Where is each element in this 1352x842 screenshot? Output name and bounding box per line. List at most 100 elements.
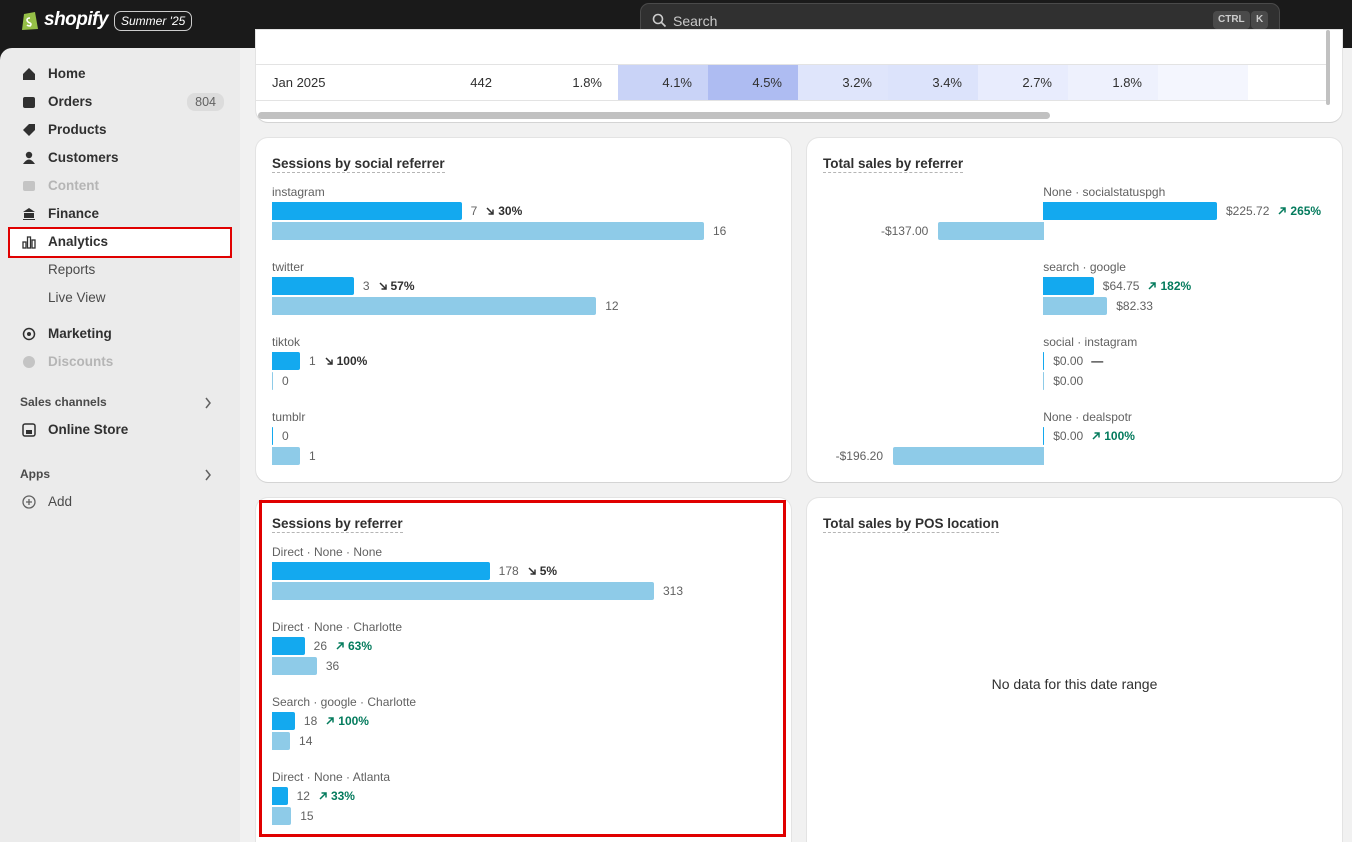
value-label: 12 (605, 299, 619, 313)
change: 100% (325, 712, 369, 730)
nav-analytics[interactable]: Analytics (8, 228, 232, 256)
bar-current (272, 562, 490, 580)
section-sales-channels[interactable]: Sales channels (8, 388, 232, 416)
trend-arrow (326, 717, 335, 725)
value-label: 3 (362, 279, 370, 293)
nav-products[interactable]: Products (8, 116, 232, 144)
change: 30% (485, 202, 522, 220)
value-label: 12 (296, 789, 310, 803)
value-group: 1 (309, 447, 316, 465)
row-label: tumblr (272, 410, 306, 424)
bar-previous (272, 222, 704, 240)
table-cell: 442 (470, 75, 492, 90)
value-label: $82.33 (1116, 299, 1153, 313)
nav-label: Marketing (48, 326, 112, 341)
edition-badge[interactable]: Summer '25 (114, 11, 193, 31)
scrollbar[interactable] (1326, 30, 1330, 105)
icon (23, 208, 35, 220)
trend-arrow (1278, 207, 1287, 215)
change-label: 265% (1290, 204, 1322, 218)
logo-icon[interactable] (20, 9, 40, 31)
chevron (205, 469, 211, 481)
row-label: twitter (272, 260, 305, 274)
nav-customers[interactable]: Customers (8, 144, 232, 172)
nav-home[interactable]: Home (8, 60, 232, 88)
row-label: search · google (1043, 260, 1126, 274)
row-label: social · instagram (1043, 335, 1138, 349)
trend-arrow (528, 567, 536, 575)
change-label: 57% (390, 279, 415, 293)
nav-label: Home (48, 66, 86, 81)
chart-card: Total sales by POS location No data for t… (807, 498, 1342, 842)
nav-finance[interactable]: Finance (8, 200, 232, 228)
nav-marketing[interactable]: Marketing (8, 320, 232, 348)
row-label: tiktok (272, 335, 301, 349)
arrow-path (336, 642, 344, 650)
change: 100% (324, 352, 368, 370)
nav-label: Reports (48, 262, 96, 277)
bar-current (1043, 277, 1094, 295)
icon (22, 236, 36, 249)
nav-label: Analytics (48, 234, 109, 249)
card-title[interactable]: Sessions by social referrer (272, 156, 445, 173)
row-label: instagram (272, 185, 325, 199)
nav-content[interactable]: Content (8, 172, 232, 200)
table-cell: Jan 2025 (272, 75, 326, 90)
value-label: 0 (282, 374, 289, 388)
section-label: Apps (20, 467, 50, 481)
table-cell: 1.8% (572, 75, 602, 90)
trend-arrow (486, 207, 494, 215)
bar-previous (272, 372, 273, 390)
nav-add[interactable]: Add (8, 488, 232, 516)
trend-arrow (336, 642, 344, 650)
value-group: 36 (326, 657, 339, 675)
nav-discounts[interactable]: Discounts (8, 348, 232, 376)
scrollbar[interactable] (258, 112, 1050, 119)
bar-current (1043, 427, 1045, 445)
nav-reports[interactable]: Reports (8, 256, 232, 284)
shortcut-key: CTRL (1213, 11, 1250, 29)
arrow-path (1092, 432, 1100, 440)
arrow-path (1278, 207, 1287, 215)
nav-label: Online Store (48, 422, 129, 437)
change-label: 63% (348, 639, 373, 653)
change: 100% (1091, 427, 1135, 445)
icon (22, 495, 36, 509)
trend-arrow (378, 282, 387, 290)
row-label: None · socialstatuspgh (1043, 185, 1166, 199)
section-apps[interactable]: Apps (8, 460, 232, 488)
bar-previous (272, 807, 292, 825)
change: 33% (318, 787, 355, 805)
value-group: 12 (605, 297, 618, 315)
icon (23, 97, 35, 108)
arrow-path (319, 792, 327, 800)
row-label: Direct · None · None (272, 545, 383, 559)
value-label: 36 (325, 659, 340, 673)
bar-chart: Direct · None · None 178 5% 313 Direct · Non… (272, 498, 775, 842)
icon (23, 181, 35, 191)
value-label: 15 (300, 809, 314, 823)
nav-online-store[interactable]: Online Store (8, 416, 232, 444)
value-group: -$137.00 (881, 222, 928, 240)
nav-label: Discounts (48, 354, 114, 369)
card-title[interactable]: Total sales by POS location (823, 516, 1000, 533)
highlight-box (259, 500, 786, 837)
value-label: 16 (713, 224, 727, 238)
bar-previous (272, 297, 597, 315)
change-label: 100% (336, 354, 368, 368)
card-title[interactable]: Total sales by referrer (823, 156, 964, 173)
value-group: 7 30% (471, 202, 523, 220)
value-group: 3 57% (363, 277, 415, 295)
chart-card: Sessions by social referrer instagram 7 30%… (256, 138, 791, 482)
nav-live-view[interactable]: Live View (8, 284, 232, 312)
change: 63% (335, 637, 372, 655)
logo[interactable]: shopify (44, 9, 109, 30)
chevron (205, 397, 211, 409)
value-group: $0.00 100% (1053, 427, 1135, 445)
value-group: 0 (282, 427, 289, 445)
nav-orders[interactable]: Orders 804 (8, 88, 232, 116)
value-label: 1 (308, 449, 316, 463)
card-title[interactable]: Sessions by referrer (272, 516, 403, 533)
icon (23, 151, 35, 164)
value-label: $0.00 (1053, 354, 1084, 368)
